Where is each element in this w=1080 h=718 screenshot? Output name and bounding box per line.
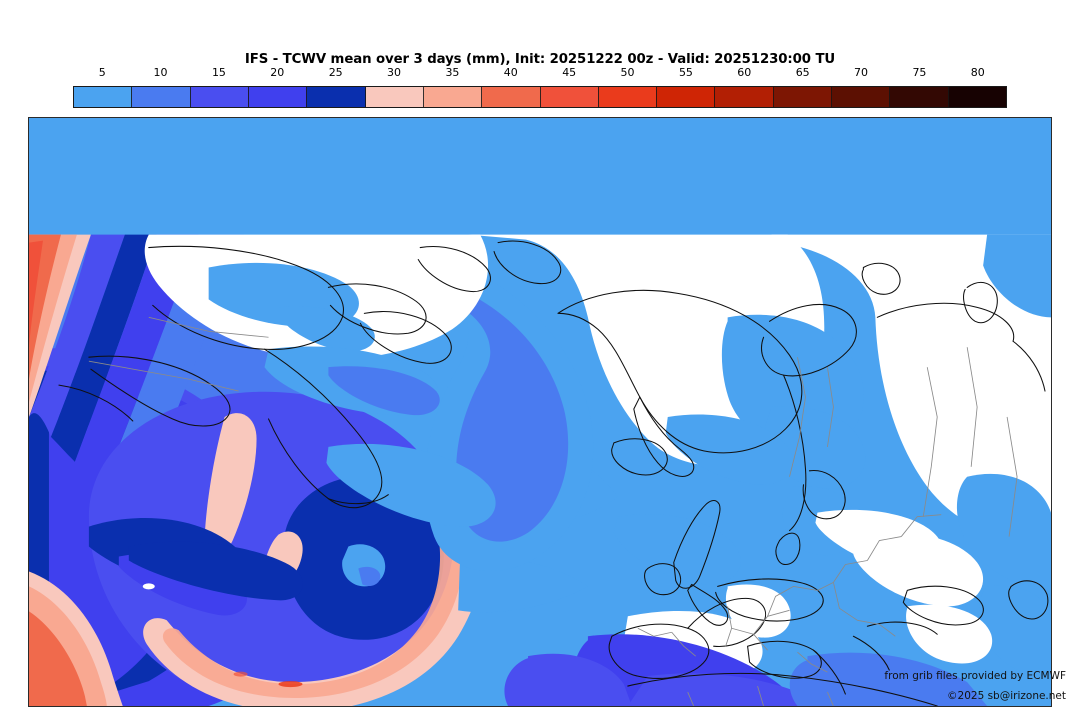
colorbar-segment-60-65	[715, 87, 774, 107]
colorbar-segment-65-70	[773, 87, 833, 107]
colorbar-tick-30: 30	[387, 66, 402, 79]
colorbar-tick-20: 20	[270, 66, 285, 79]
colorbar-segment-75-80	[890, 87, 949, 107]
colorbar-tick-50: 50	[620, 66, 635, 79]
credit-source: from grib files provided by ECMWF	[884, 670, 1066, 682]
credit-copyright: ©2025 sb@irizone.net	[947, 690, 1066, 702]
colorbar-tick-75: 75	[912, 66, 927, 79]
map-contour-canvas	[29, 118, 1051, 706]
colorbar-gradient	[73, 86, 1007, 108]
colorbar-segment-40-45	[482, 87, 541, 107]
colorbar-segment-5-10	[74, 87, 133, 107]
colorbar-segment-50-55	[598, 87, 658, 107]
colorbar-tick-60: 60	[737, 66, 752, 79]
colorbar-segment-55-60	[657, 87, 716, 107]
colorbar-segment-25-30	[307, 87, 366, 107]
colorbar-tick-70: 70	[854, 66, 869, 79]
colorbar-tick-40: 40	[503, 66, 518, 79]
colorbar-segment-20-25	[248, 87, 308, 107]
colorbar-segment-30-35	[365, 87, 424, 107]
colorbar-segment-45-50	[540, 87, 599, 107]
colorbar-tick-55: 55	[678, 66, 693, 79]
colorbar-segment-10-15	[132, 87, 191, 107]
colorbar-tick-45: 45	[562, 66, 577, 79]
colorbar-tick-25: 25	[328, 66, 343, 79]
colorbar: 5 10 15 20 25 30 35 40 45 50 55 60 65 70 75 80	[73, 66, 1007, 108]
colorbar-tick-15: 15	[211, 66, 226, 79]
map-panel[interactable]	[28, 117, 1052, 707]
colorbar-segment-70-75	[832, 87, 891, 107]
colorbar-tick-35: 35	[445, 66, 460, 79]
colorbar-tick-5: 5	[98, 66, 106, 79]
colorbar-segment-35-40	[423, 87, 483, 107]
colorbar-segment->80	[948, 87, 1006, 107]
colorbar-tick-10: 10	[153, 66, 168, 79]
colorbar-tick-65: 65	[795, 66, 810, 79]
colorbar-tick-labels: 5 10 15 20 25 30 35 40 45 50 55 60 65 70 75 80	[73, 66, 1007, 82]
colorbar-segment-15-20	[190, 87, 249, 107]
colorbar-tick-80: 80	[970, 66, 985, 79]
figure-title: IFS - TCWV mean over 3 days (mm), Init: …	[244, 52, 836, 67]
